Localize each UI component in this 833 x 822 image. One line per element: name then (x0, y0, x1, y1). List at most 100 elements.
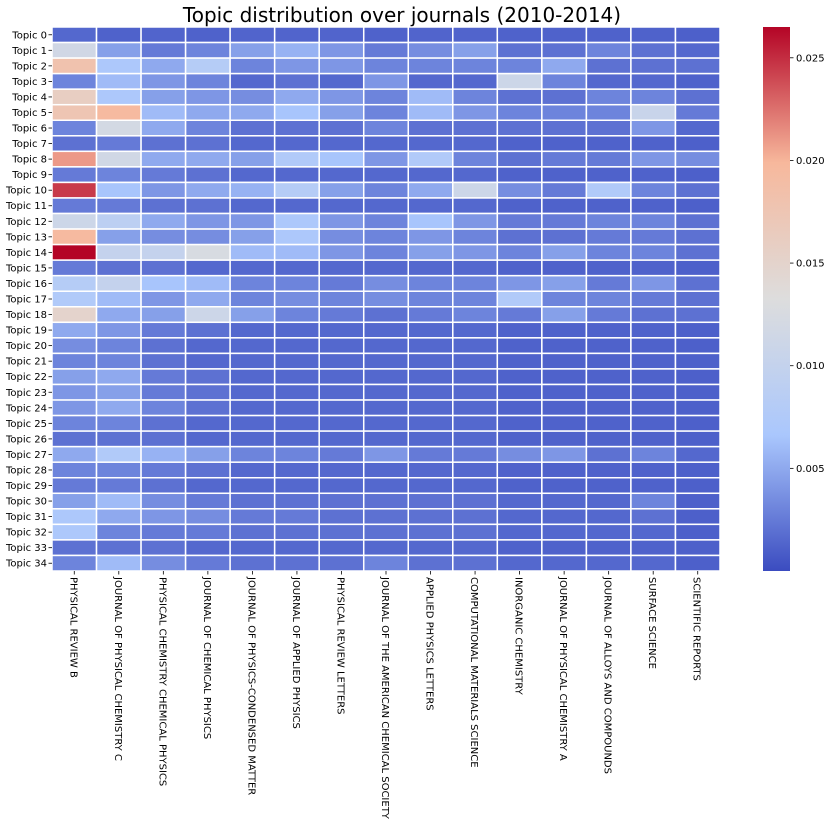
colorbar-tick-label: 0.010 (796, 361, 825, 372)
heatmap-cell (630, 383, 677, 401)
heatmap-cell (674, 539, 721, 557)
heatmap-cell (318, 290, 365, 308)
heatmap-cell (362, 445, 410, 463)
heatmap-cell (630, 492, 677, 510)
heatmap-cell (541, 197, 588, 215)
heatmap-cell (407, 476, 454, 495)
heatmap-cell (184, 306, 231, 324)
heatmap-cell (229, 523, 276, 541)
heatmap-cell (273, 88, 320, 106)
heatmap-cell (51, 119, 98, 137)
heatmap-cell (184, 41, 231, 59)
column-label: JOURNAL OF PHYSICAL CHEMISTRY A (557, 576, 568, 761)
row-label: Topic 2 (11, 61, 47, 72)
heatmap-cell (585, 41, 632, 59)
heatmap-cell (496, 41, 543, 59)
heatmap-cell (407, 166, 454, 184)
row-label: Topic 31 (5, 512, 47, 523)
row-label: Topic 3 (11, 77, 47, 88)
heatmap-cell (229, 383, 276, 401)
heatmap-cell (184, 492, 231, 510)
heatmap-cell (362, 212, 410, 230)
row-label: Topic 16 (5, 279, 47, 290)
heatmap-cell (51, 554, 98, 572)
heatmap-cell (585, 368, 632, 386)
heatmap-cell (184, 430, 231, 448)
heatmap-cell (140, 197, 187, 215)
heatmap-cell (541, 103, 588, 121)
heatmap-cell (630, 228, 677, 246)
heatmap-cell (585, 523, 632, 541)
row-label: Topic 14 (5, 248, 47, 259)
heatmap-cell (273, 274, 320, 292)
heatmap-cell (318, 41, 365, 59)
heatmap-cell (674, 306, 721, 324)
heatmap-cell (496, 57, 543, 75)
heatmap-cell (362, 430, 410, 448)
row-label: Topic 33 (5, 543, 47, 554)
heatmap-cell (51, 88, 98, 106)
heatmap-cell (674, 57, 721, 75)
heatmap-cell (541, 274, 588, 292)
heatmap-cell (362, 41, 410, 59)
heatmap-cell (674, 72, 721, 90)
colorbar-tick-label: 0.020 (796, 156, 825, 167)
heatmap-cell (140, 72, 187, 90)
heatmap-cell (140, 259, 187, 277)
heatmap-cell (140, 135, 187, 153)
row-label: Topic 0 (11, 30, 47, 41)
heatmap-cell (407, 492, 454, 510)
heatmap-cell (630, 306, 677, 324)
heatmap-cell (496, 243, 543, 261)
heatmap-cell (362, 399, 410, 417)
heatmap-cell (541, 539, 588, 557)
heatmap-cell (541, 554, 588, 572)
heatmap-cell (630, 135, 677, 153)
heatmap-cell (51, 197, 98, 215)
heatmap-cell (51, 274, 98, 292)
heatmap-cell (184, 290, 231, 308)
heatmap-cell (362, 523, 410, 541)
heatmap-cell (496, 103, 543, 121)
heatmap-cell (585, 476, 632, 495)
heatmap-cell (362, 337, 410, 355)
row-label: Topic 26 (5, 434, 47, 445)
heatmap-cell (95, 445, 142, 463)
heatmap-cell (184, 461, 231, 479)
heatmap-cell (273, 135, 320, 153)
heatmap-cell (273, 41, 320, 59)
heatmap-cell (273, 26, 320, 44)
column-label: JOURNAL OF PHYSICAL CHEMISTRY C (112, 576, 123, 761)
heatmap-cell (273, 383, 320, 401)
row-label: Topic 17 (5, 295, 47, 306)
heatmap-cell (452, 274, 499, 292)
heatmap-cell (452, 212, 499, 230)
heatmap-cell (229, 259, 276, 277)
heatmap-cell (184, 383, 231, 401)
heatmap-cell (674, 368, 721, 386)
heatmap-cell (95, 103, 142, 121)
heatmap-cell (318, 492, 365, 510)
heatmap-cell (229, 399, 276, 417)
heatmap-cell (585, 259, 632, 277)
heatmap-cell (51, 72, 98, 90)
heatmap-cell (95, 228, 142, 246)
heatmap-cell (51, 259, 98, 277)
heatmap-cell (630, 352, 677, 370)
heatmap-cell (318, 119, 365, 137)
heatmap-cell (273, 119, 320, 137)
heatmap-cell (362, 103, 410, 121)
heatmap-cell (407, 212, 454, 230)
row-label: Topic 18 (5, 310, 47, 321)
heatmap-cell (630, 508, 677, 526)
heatmap-cell (273, 399, 320, 417)
heatmap-cell (630, 197, 677, 215)
heatmap-cell (630, 321, 677, 339)
heatmap-cell (541, 150, 588, 168)
column-label: JOURNAL OF CHEMICAL PHYSICS (201, 576, 212, 739)
colorbar-gradient (763, 27, 790, 571)
heatmap-cell (362, 461, 410, 479)
heatmap-cell (229, 508, 276, 526)
heatmap-cell (630, 414, 677, 432)
heatmap-cell (541, 352, 588, 370)
